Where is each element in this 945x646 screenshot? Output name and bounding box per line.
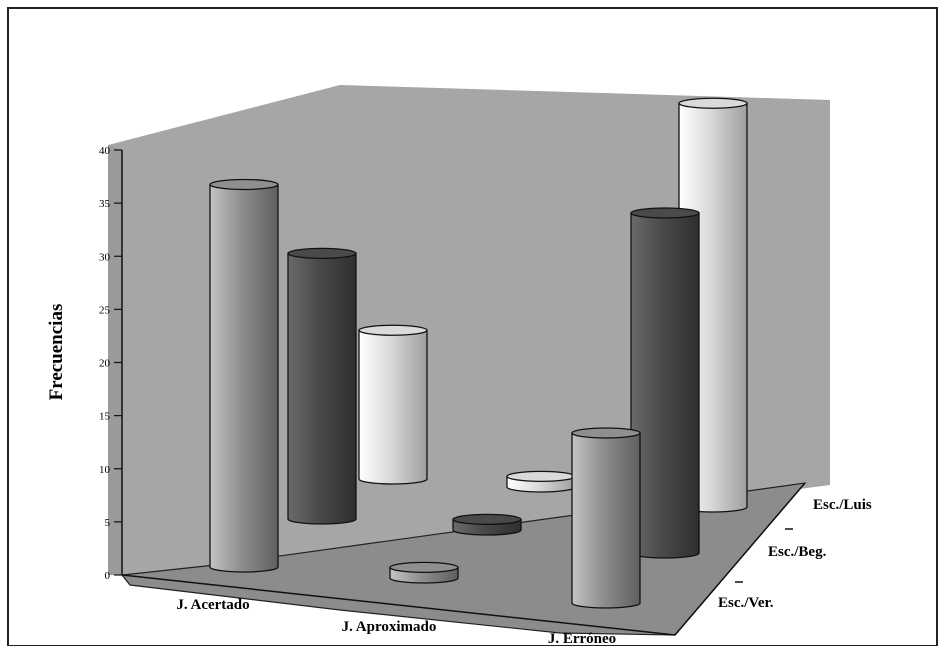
bar-top: [209, 178, 279, 191]
category-label-acertado: J. Acertado: [176, 597, 249, 613]
bar-top: [571, 427, 641, 439]
y-tick-label: 40: [99, 145, 111, 157]
bar-cylinder: [506, 470, 576, 493]
bar-cylinder: [209, 178, 279, 573]
bar-cylinder: [452, 513, 522, 536]
y-tick-label: 30: [99, 251, 111, 263]
y-tick-label: 20: [99, 358, 111, 370]
y-tick-label: 35: [99, 198, 111, 210]
category-label-erroneo: J. Erróneo: [548, 631, 616, 646]
y-tick-label: 0: [105, 570, 111, 582]
chart-border: [7, 7, 938, 646]
y-axis-title: Frecuencias: [46, 304, 67, 401]
bar-top: [630, 207, 700, 219]
bar-top: [358, 324, 428, 336]
y-axis-ticks: 0 5 10 15 20 25 30 35 40: [99, 145, 122, 582]
bar-top: [506, 470, 576, 483]
y-tick-label: 25: [99, 304, 111, 316]
series-label-luis: Esc./Luis: [813, 497, 872, 513]
bar-cylinder: [630, 207, 700, 559]
bar-body: [209, 183, 279, 573]
bar-top: [678, 97, 748, 109]
bar-top: [452, 513, 522, 526]
bar-body: [630, 212, 700, 559]
bars: [209, 97, 748, 609]
bar-cylinder: [287, 247, 357, 525]
depth-axis-line: [674, 482, 806, 636]
bar-body: [571, 432, 641, 609]
bar-top: [389, 561, 459, 574]
bar-cylinder: [571, 427, 641, 609]
bar-body: [287, 252, 357, 525]
x-axis-line: [121, 574, 676, 636]
bar-body: [358, 329, 428, 485]
y-tick-label: 5: [105, 517, 111, 529]
bar-cylinder: [358, 324, 428, 485]
series-label-beg: Esc./Beg.: [768, 544, 827, 560]
bar-cylinder: [389, 561, 459, 584]
category-label-aproximado: J. Aproximado: [342, 619, 437, 635]
bar-top: [287, 247, 357, 260]
series-label-ver: Esc./Ver.: [718, 595, 774, 611]
side-wall: [108, 145, 122, 575]
y-tick-label: 10: [99, 464, 111, 476]
y-tick-label: 15: [99, 411, 111, 423]
